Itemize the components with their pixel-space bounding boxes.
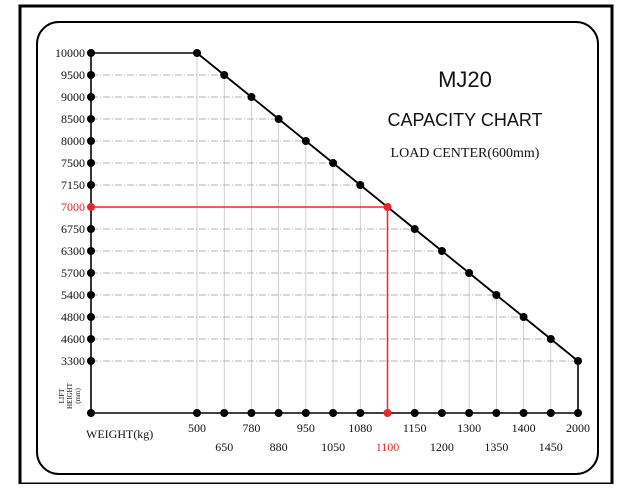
y-axis-marker-8500 (87, 115, 95, 123)
x-axis-marker-880 (274, 409, 283, 417)
y-tick-label-7000: 7000 (61, 200, 85, 214)
point-1150 (410, 225, 419, 233)
point-1100 (383, 203, 392, 211)
y-tick-label-5400: 5400 (61, 288, 85, 302)
point-950 (301, 137, 310, 145)
x-tick-label-500: 500 (188, 421, 206, 435)
y-tick-label-4600: 4600 (61, 332, 85, 346)
y-axis-marker-6300 (87, 247, 95, 255)
y-tick-label-5700: 5700 (61, 266, 85, 280)
inner-frame (36, 21, 599, 475)
x-axis-marker-1400 (519, 409, 528, 417)
x-tick-label-1300: 1300 (457, 421, 481, 435)
x-tick-label-780: 780 (242, 421, 260, 435)
point-2000 (574, 357, 582, 365)
x-tick-label-1150: 1150 (403, 421, 427, 435)
y-tick-label-9000: 9000 (61, 90, 85, 104)
point-780 (247, 93, 256, 101)
y-tick-labels: 10000 9500 9000 8500 8000 7500 7150 7000 6750 630… (55, 46, 85, 368)
point-1300 (465, 269, 474, 277)
chart-annotation: LOAD CENTER(600mm) (391, 146, 540, 161)
highlight-layer (91, 206, 389, 413)
y-axis-marker-6750 (87, 225, 95, 233)
x-axis-marker-1300 (465, 409, 474, 417)
x-tick-label-1450: 1450 (539, 440, 563, 454)
x-axis-marker-650 (220, 409, 229, 417)
grid-layer (91, 52, 579, 413)
y-axis-marker-5700 (87, 269, 95, 277)
x-tick-label-950: 950 (297, 421, 315, 435)
y-axis-marker-9500 (87, 71, 95, 79)
point-650 (220, 71, 229, 79)
y-tick-label-10000: 10000 (55, 46, 85, 60)
x-axis-label: WEIGHT(kg) (86, 427, 153, 441)
x-axis-marker-1100 (383, 409, 392, 417)
y-tick-label-4800: 4800 (61, 310, 85, 324)
point-500 (193, 49, 201, 57)
point-1400 (519, 313, 528, 321)
y-axis-marker-4800 (87, 313, 95, 321)
series-layer (87, 49, 582, 417)
x-tick-label-1050: 1050 (321, 440, 345, 454)
y-tick-label-9500: 9500 (61, 68, 85, 82)
y-axis-label-line-3: (mm) (74, 388, 82, 404)
chart-subtitle: CAPACITY CHART (387, 110, 542, 130)
x-axis-marker-780 (247, 409, 256, 417)
x-axis-marker-500 (193, 409, 201, 417)
y-tick-label-8500: 8500 (61, 112, 85, 126)
x-axis-marker-1350 (492, 409, 501, 417)
y-axis-marker-9000 (87, 93, 95, 101)
point-1080 (356, 181, 365, 189)
y-axis-marker-7150 (87, 181, 95, 189)
y-axis-marker-8000 (87, 137, 95, 145)
x-tick-labels: 5006507808809501050108011001150120013001… (188, 421, 590, 454)
x-tick-label-650: 650 (215, 440, 233, 454)
y-axis-marker-3300 (87, 357, 95, 365)
point-1200 (437, 247, 446, 255)
x-tick-label-2000: 2000 (566, 421, 590, 435)
origin-marker (87, 409, 95, 417)
chart-title: MJ20 (438, 67, 492, 92)
y-axis-label-line-1: LIFT (58, 388, 66, 404)
x-tick-label-1400: 1400 (512, 421, 536, 435)
x-axis-marker-1080 (356, 409, 365, 417)
x-axis-marker-950 (301, 409, 310, 417)
x-tick-label-880: 880 (270, 440, 288, 454)
x-tick-label-1080: 1080 (348, 421, 372, 435)
x-axis-marker-1450 (546, 409, 555, 417)
x-axis-marker-1200 (437, 409, 446, 417)
x-axis-marker-2000 (574, 409, 582, 417)
y-axis-label-line-2: HEIGHT (66, 382, 74, 409)
y-tick-label-7150: 7150 (61, 178, 85, 192)
point-1350 (492, 291, 501, 299)
y-axis-marker-10000 (87, 49, 95, 57)
x-tick-label-1200: 1200 (430, 440, 454, 454)
point-880 (274, 115, 283, 123)
y-axis-marker-7000 (87, 203, 95, 211)
x-axis-marker-1050 (329, 409, 338, 417)
point-1050 (329, 159, 338, 167)
y-tick-label-3300: 3300 (61, 354, 85, 368)
y-tick-label-6300: 6300 (61, 244, 85, 258)
x-tick-label-1350: 1350 (484, 440, 508, 454)
x-tick-label-1100: 1100 (376, 440, 400, 454)
y-tick-label-6750: 6750 (61, 222, 85, 236)
y-axis-marker-4600 (87, 335, 95, 343)
y-axis-marker-7500 (87, 159, 95, 167)
y-axis-marker-5400 (87, 291, 95, 299)
y-axis-label: LIFT HEIGHT (mm) (58, 382, 82, 409)
y-tick-label-7500: 7500 (61, 156, 85, 170)
x-axis-marker-1150 (410, 409, 419, 417)
point-1450 (546, 335, 555, 343)
y-tick-label-8000: 8000 (61, 134, 85, 148)
axes-layer (90, 52, 579, 414)
